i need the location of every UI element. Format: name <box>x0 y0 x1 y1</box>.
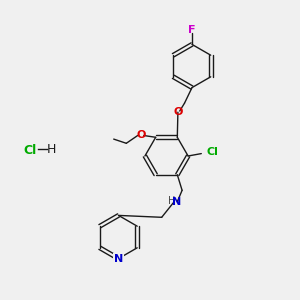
Text: Cl: Cl <box>23 143 37 157</box>
Text: H: H <box>46 143 56 156</box>
Text: Cl: Cl <box>207 147 219 158</box>
Text: O: O <box>136 130 146 140</box>
Text: O: O <box>173 107 183 117</box>
Text: H: H <box>168 196 175 206</box>
Text: F: F <box>188 25 196 35</box>
Text: N: N <box>172 197 181 207</box>
Text: N: N <box>114 254 123 264</box>
